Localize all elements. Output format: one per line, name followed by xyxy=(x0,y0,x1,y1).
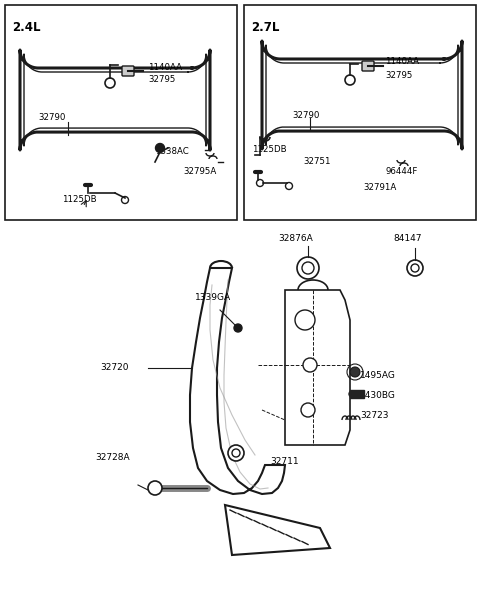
Circle shape xyxy=(303,358,317,372)
Text: 32728A: 32728A xyxy=(95,453,130,462)
Text: 32795: 32795 xyxy=(385,70,412,79)
Text: 2.7L: 2.7L xyxy=(251,21,279,34)
Circle shape xyxy=(297,257,319,279)
Bar xyxy=(244,5,476,220)
Text: 32791A: 32791A xyxy=(363,184,396,193)
Circle shape xyxy=(407,260,423,276)
Polygon shape xyxy=(190,268,285,494)
Text: 32711: 32711 xyxy=(271,458,300,467)
Circle shape xyxy=(228,445,244,461)
Circle shape xyxy=(301,403,315,417)
Text: 1339GA: 1339GA xyxy=(195,294,231,302)
Text: 32790: 32790 xyxy=(292,111,319,120)
Bar xyxy=(5,5,237,220)
Text: 1430BG: 1430BG xyxy=(360,391,396,400)
Circle shape xyxy=(295,310,315,330)
Text: 32720: 32720 xyxy=(100,364,129,373)
Text: 32795A: 32795A xyxy=(183,167,216,176)
Text: 1338AC: 1338AC xyxy=(155,146,189,155)
FancyBboxPatch shape xyxy=(122,66,134,76)
Circle shape xyxy=(232,449,240,457)
Circle shape xyxy=(156,143,165,152)
Circle shape xyxy=(302,262,314,274)
Text: 32790: 32790 xyxy=(38,114,65,122)
Text: 1495AG: 1495AG xyxy=(360,370,396,379)
Text: 2.4L: 2.4L xyxy=(12,21,40,34)
Circle shape xyxy=(350,367,360,377)
Text: 96444F: 96444F xyxy=(385,167,418,176)
Circle shape xyxy=(349,391,355,397)
Circle shape xyxy=(234,324,242,332)
Text: 1125DB: 1125DB xyxy=(62,196,96,205)
Circle shape xyxy=(148,481,162,495)
Text: 1140AA: 1140AA xyxy=(385,58,419,66)
Text: 32876A: 32876A xyxy=(278,234,313,243)
Text: 32795: 32795 xyxy=(148,75,175,84)
Text: 32751: 32751 xyxy=(303,158,331,167)
Text: 32723: 32723 xyxy=(360,411,388,420)
Text: 84147: 84147 xyxy=(394,234,422,243)
Text: 1125DB: 1125DB xyxy=(252,146,287,155)
Bar xyxy=(350,390,364,398)
Polygon shape xyxy=(225,505,330,555)
Circle shape xyxy=(411,264,419,272)
FancyBboxPatch shape xyxy=(362,61,374,71)
Text: 1140AA: 1140AA xyxy=(148,63,182,72)
Polygon shape xyxy=(285,290,350,445)
